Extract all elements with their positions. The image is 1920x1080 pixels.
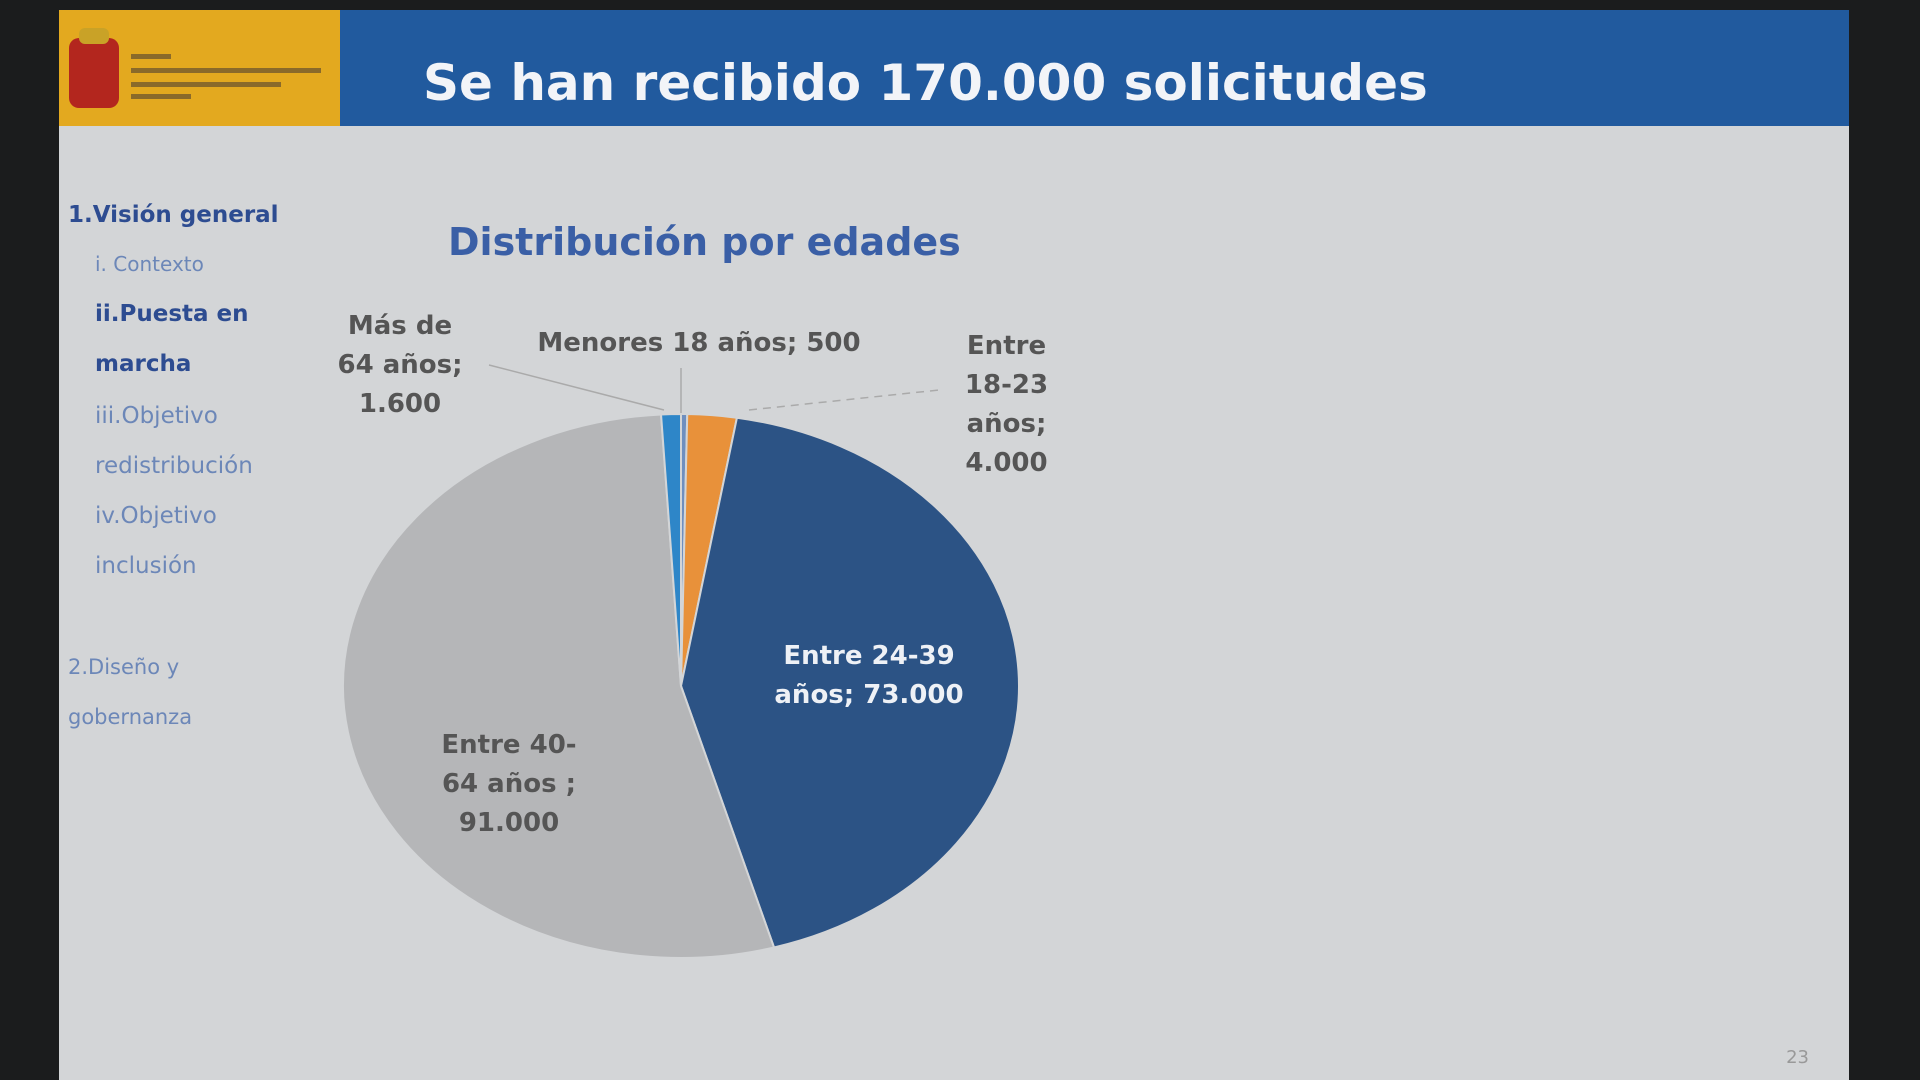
chart-title: Distribución por edades [448, 220, 961, 264]
pie-slice [342, 413, 776, 959]
pie-slice [679, 416, 1020, 949]
header-title: Se han recibido 170.000 solicitudes [423, 54, 1428, 112]
nav-item[interactable]: 2.Diseño y gobernanza [68, 655, 193, 729]
data-label: Menores 18 años; 500 [537, 328, 861, 358]
pie-slice [659, 412, 682, 687]
pie-chart [342, 364, 1020, 959]
logo [59, 10, 340, 126]
slide: Se han recibido 170.000 solicitudes 1.Vi… [59, 10, 1849, 1080]
leader-line [488, 364, 665, 411]
header-bar [340, 10, 1849, 126]
data-label: Entre 18-23 años; 4.000 [964, 331, 1049, 478]
data-label: Entre 40-64 años ; 91.000 [441, 730, 577, 838]
leader-line [748, 389, 940, 411]
data-label: Entre 24-39 años; 73.000 [774, 641, 964, 710]
nav-item[interactable]: iv.Objetivo inclusión [95, 503, 217, 579]
page-number: 23 [1786, 1047, 1809, 1068]
data-label: Más de 64 años; 1.600 [337, 311, 463, 419]
nav-item[interactable]: iii.Objetivo redistribución [95, 403, 253, 479]
nav-item[interactable]: 1.Visión general [68, 202, 279, 228]
nav-item[interactable]: ii.Puesta en marcha [95, 301, 249, 377]
logo-graphic [69, 28, 321, 108]
nav-item[interactable]: i. Contexto [95, 252, 204, 276]
